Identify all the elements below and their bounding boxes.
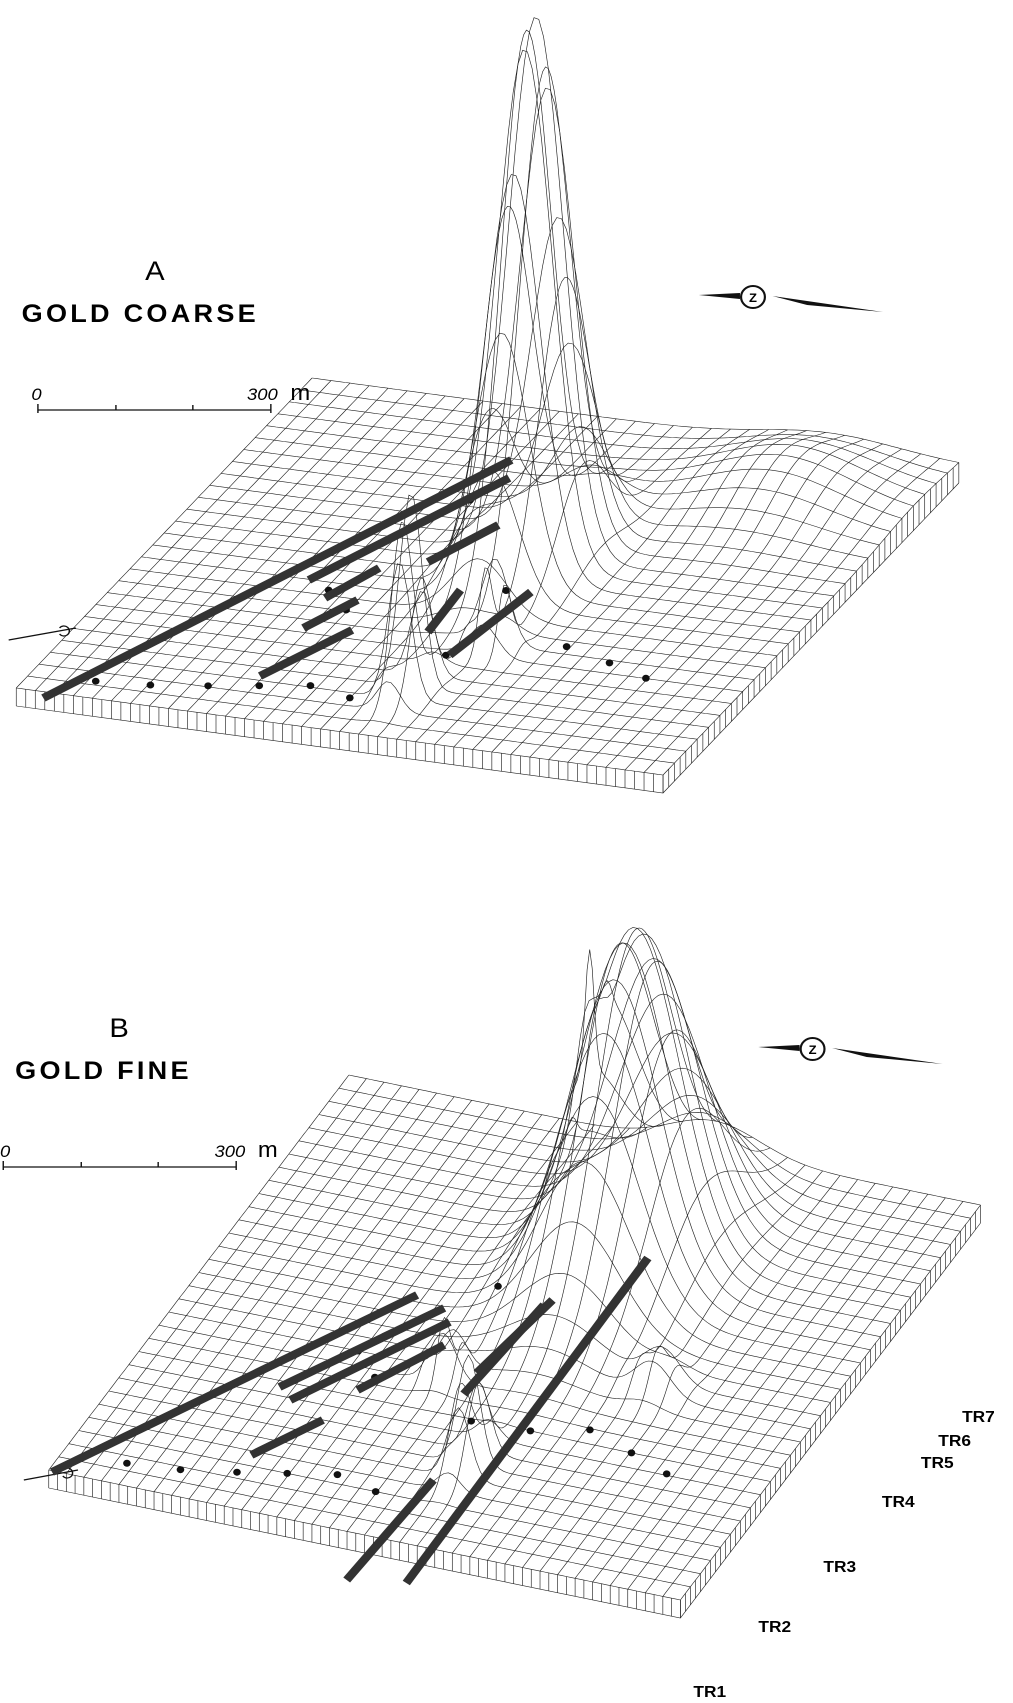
mesh-line <box>435 961 735 1549</box>
scale-unit: m <box>290 380 310 405</box>
sample-dot <box>563 643 571 650</box>
mesh-line <box>365 950 665 1536</box>
panel-letter: A <box>145 256 165 286</box>
mesh-line <box>452 1030 752 1553</box>
trench-label: TR3 <box>823 1558 856 1576</box>
sample-dot <box>283 1470 291 1477</box>
mesh-line <box>28 676 675 763</box>
sample-dot <box>147 682 155 689</box>
sample-dot <box>307 682 315 689</box>
mesh-line <box>549 435 845 759</box>
scale-end: 300 <box>215 1142 246 1161</box>
figure: A GOLD COARSE 0 300 m B GOLD FINE 0 300 … <box>0 0 1013 1703</box>
mesh-line <box>302 416 598 726</box>
surface-b <box>49 928 981 1619</box>
mesh-line <box>249 980 881 1337</box>
sample-dot <box>642 675 650 682</box>
mesh-line <box>505 1165 805 1564</box>
sample-dot <box>255 682 263 689</box>
mesh-line <box>625 454 921 770</box>
north-arrow: Z <box>699 286 883 312</box>
mesh-line <box>62 495 709 727</box>
mesh-line <box>187 18 834 596</box>
mesh-line <box>530 432 826 757</box>
mesh-line <box>209 1222 841 1390</box>
trench-label: TR6 <box>938 1432 971 1450</box>
scale-start: 0 <box>31 385 41 404</box>
svg-text:Z: Z <box>809 1043 817 1056</box>
mesh-line <box>568 439 864 762</box>
sample-dot <box>628 1449 636 1456</box>
sample-dot <box>467 1418 475 1425</box>
mesh-line <box>382 981 682 1539</box>
scale-bar <box>3 1161 236 1170</box>
trench-label: TR7 <box>962 1408 995 1426</box>
trench-label: TR1 <box>693 1683 726 1701</box>
sample-dot <box>372 1488 380 1495</box>
sample-dot <box>586 1426 594 1433</box>
trench-label: TR5 <box>921 1454 954 1472</box>
mesh-line <box>312 378 959 463</box>
mesh-line <box>417 928 717 1546</box>
sample-dot <box>527 1427 535 1434</box>
sample-dot <box>494 1283 502 1290</box>
sample-dot <box>334 1471 342 1478</box>
scale-start: 0 <box>0 1142 10 1161</box>
sample-dot <box>663 1470 671 1477</box>
side-arrow <box>9 626 78 1480</box>
mesh-line <box>244 450 891 532</box>
mesh-line <box>301 390 948 473</box>
mesh-line <box>644 458 940 772</box>
mesh-line <box>73 592 720 716</box>
sample-dot <box>346 694 354 701</box>
sample-dot <box>204 682 212 689</box>
trench-label: TR4 <box>882 1493 915 1511</box>
mesh-line <box>558 1180 858 1575</box>
sample-dot <box>177 1466 185 1473</box>
north-arrow: Z <box>758 1038 942 1064</box>
trench-label: TR2 <box>758 1618 791 1636</box>
mesh-line <box>329 1128 629 1528</box>
scale-end: 300 <box>247 385 278 404</box>
sample-dot <box>502 587 510 594</box>
svg-text:Z: Z <box>749 291 757 304</box>
sample-dot <box>233 1469 241 1476</box>
mesh-line <box>289 958 921 1284</box>
scale-bar <box>38 404 271 413</box>
mesh-line <box>540 1176 840 1572</box>
mesh-line <box>269 928 901 1311</box>
sample-dot <box>92 678 100 685</box>
scale-unit: m <box>258 1137 278 1162</box>
mesh-line <box>39 664 686 751</box>
panel-title: GOLD COARSE <box>22 299 259 328</box>
mesh-line <box>176 50 823 608</box>
mesh-line <box>255 438 902 519</box>
sample-dot <box>123 1460 131 1467</box>
sample-dot <box>606 659 614 666</box>
mesh-line <box>153 333 800 632</box>
panel-letter: B <box>109 1013 129 1043</box>
surface-a <box>16 18 959 793</box>
panel-title: GOLD FINE <box>15 1056 192 1085</box>
